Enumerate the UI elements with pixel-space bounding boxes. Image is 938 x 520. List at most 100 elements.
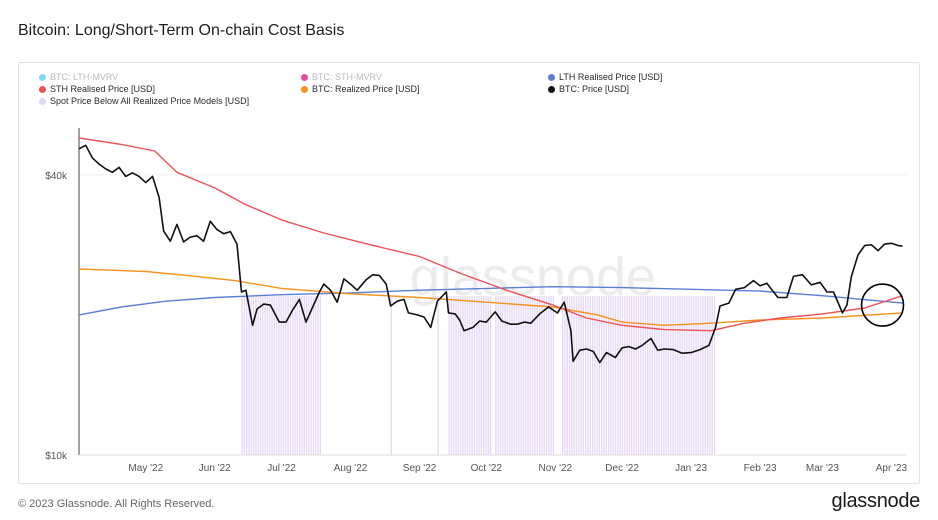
shaded-region-bar — [649, 296, 651, 455]
shaded-region-bar — [598, 296, 601, 455]
shaded-region-bar — [497, 296, 499, 455]
x-tick-label: Oct '22 — [471, 463, 503, 474]
shaded-region-bar — [476, 296, 478, 455]
shaded-region-bar — [656, 296, 658, 455]
shaded-region-bar — [294, 296, 296, 455]
shaded-region-bar — [674, 296, 676, 455]
shaded-region-bar — [292, 296, 294, 455]
shaded-region-bar — [713, 296, 716, 455]
shaded-region-bar — [464, 296, 466, 455]
shaded-region-bar — [280, 296, 282, 455]
shaded-region-bar — [509, 296, 511, 455]
legend-item[interactable]: STH Realised Price [USD] — [39, 84, 155, 95]
shaded-region-bar — [585, 296, 587, 455]
shaded-region-bar — [608, 296, 610, 455]
shaded-region-bar — [473, 296, 476, 455]
shaded-region-bar — [520, 296, 522, 455]
shaded-region-bar — [614, 296, 617, 455]
shaded-region-bar — [621, 296, 624, 455]
legend-item[interactable]: BTC: Price [USD] — [548, 84, 629, 95]
shaded-region-bar — [278, 296, 280, 455]
shaded-region-bar — [591, 296, 594, 455]
shaded-region-bar — [489, 296, 492, 455]
shaded-region-bar — [628, 296, 630, 455]
series-line — [78, 137, 903, 332]
shaded-region-bar — [248, 296, 250, 455]
shaded-region-bar — [522, 296, 525, 455]
shaded-region-bar — [301, 296, 303, 455]
shaded-region-bar — [308, 296, 310, 455]
x-tick-label: Aug '22 — [334, 463, 368, 474]
shaded-region-bar — [453, 296, 455, 455]
shaded-region-bar — [578, 296, 580, 455]
y-tick-label: $40k — [45, 171, 68, 182]
shaded-region-bar — [529, 296, 532, 455]
legend-item[interactable]: BTC: LTH-MVRV — [39, 72, 118, 83]
shaded-region-bar — [571, 296, 573, 455]
shaded-region-bar — [482, 296, 485, 455]
shaded-region-bar — [241, 296, 243, 455]
shaded-region-bar — [658, 296, 660, 455]
shaded-region-bar — [462, 296, 464, 455]
shaded-region-bar — [243, 296, 246, 455]
shaded-region-bar — [631, 296, 633, 455]
shaded-region-bar — [642, 296, 644, 455]
legend-label: BTC: LTH-MVRV — [50, 72, 119, 82]
shaded-region-bar — [683, 296, 686, 455]
legend-item[interactable]: Spot Price Below All Realized Price Mode… — [39, 96, 249, 107]
glassnode-logo[interactable]: glassnode — [831, 490, 921, 512]
x-tick-label: Jun '22 — [199, 463, 231, 474]
shaded-region-bar — [513, 296, 515, 455]
legend-swatch-icon — [301, 86, 308, 93]
shaded-region-bar — [693, 296, 695, 455]
shaded-region-bar — [541, 296, 543, 455]
shaded-region-bar — [711, 296, 713, 455]
shaded-region-bar — [667, 296, 670, 455]
shaded-region-bar — [527, 296, 529, 455]
shaded-region-bar — [700, 296, 702, 455]
shaded-region-bar — [457, 296, 459, 455]
shaded-region-bar — [564, 296, 566, 455]
legend-item[interactable]: LTH Realised Price [USD] — [548, 72, 662, 83]
shaded-region-bar — [538, 296, 541, 455]
legend-label: STH Realised Price [USD] — [50, 84, 156, 94]
shaded-region-bar — [319, 296, 321, 455]
shaded-region-bar — [495, 296, 497, 455]
legend-item[interactable]: BTC: Realized Price [USD] — [301, 84, 420, 95]
x-tick-label: Jul '22 — [267, 463, 296, 474]
shaded-region-bar — [548, 296, 550, 455]
series-line — [78, 144, 903, 364]
shaded-region-bar — [654, 296, 656, 455]
shaded-region-bar — [534, 296, 536, 455]
shaded-region-bar — [651, 296, 653, 455]
shaded-region-bar — [624, 296, 626, 455]
shaded-region-bar — [660, 296, 663, 455]
legend-item[interactable]: BTC: STH-MVRV — [301, 72, 382, 83]
shaded-region-bar — [448, 296, 450, 455]
shaded-region-bar — [271, 296, 273, 455]
shaded-region-bar — [552, 296, 555, 455]
shaded-region-bar — [612, 296, 614, 455]
shaded-region-bar — [257, 296, 259, 455]
shaded-region-bar — [305, 296, 308, 455]
shaded-region-bar — [515, 296, 518, 455]
shaded-region-bar — [296, 296, 298, 455]
legend-label: Spot Price Below All Realized Price Mode… — [50, 96, 250, 106]
shaded-region-bar — [573, 296, 575, 455]
shaded-region-bar — [264, 296, 266, 455]
shaded-region-bar — [259, 296, 262, 455]
shaded-region-bar — [550, 296, 552, 455]
shaded-region-bar — [287, 296, 289, 455]
shaded-region-bar — [478, 296, 480, 455]
shaded-region-bar — [317, 296, 319, 455]
chart-panel: BTC: LTH-MVRV BTC: STH-MVRV LTH Realised P… — [18, 62, 920, 484]
shaded-region-bar — [262, 296, 264, 455]
shaded-region-bar — [704, 296, 706, 455]
shaded-region-bar — [626, 296, 628, 455]
shaded-region-bar — [469, 296, 471, 455]
shaded-region-bar — [437, 296, 439, 455]
shaded-region-bar — [582, 296, 584, 455]
legend-label: BTC: Realized Price [USD] — [312, 84, 420, 94]
shaded-region-bar — [506, 296, 509, 455]
legend-swatch-icon — [548, 86, 555, 93]
